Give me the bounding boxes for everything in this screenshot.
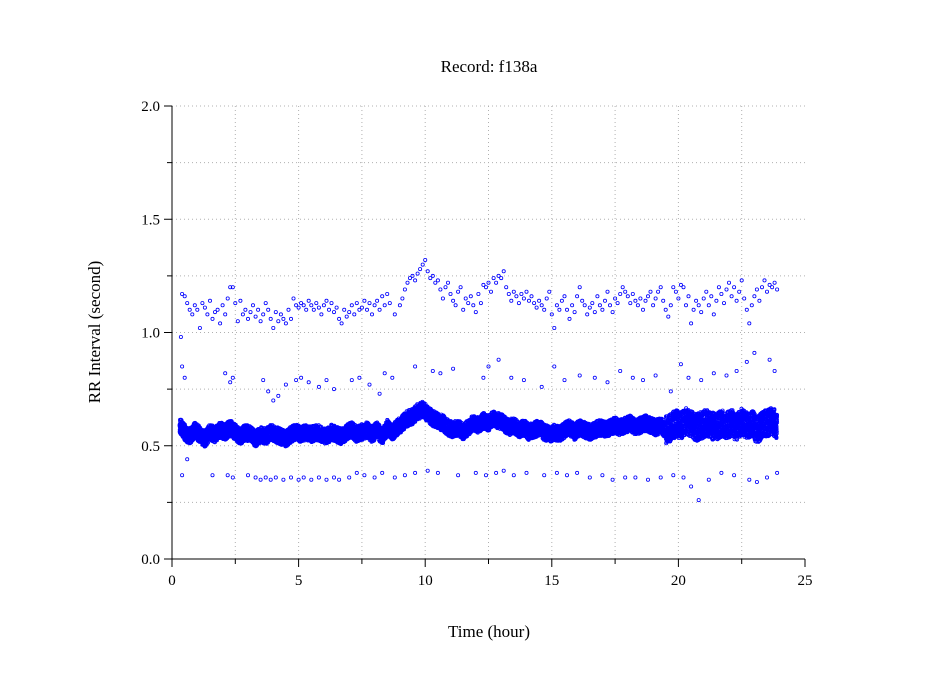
data-point — [205, 440, 210, 445]
chart-title: Record: f138a — [441, 57, 538, 76]
data-points — [177, 257, 780, 503]
grid-lines — [172, 105, 805, 559]
